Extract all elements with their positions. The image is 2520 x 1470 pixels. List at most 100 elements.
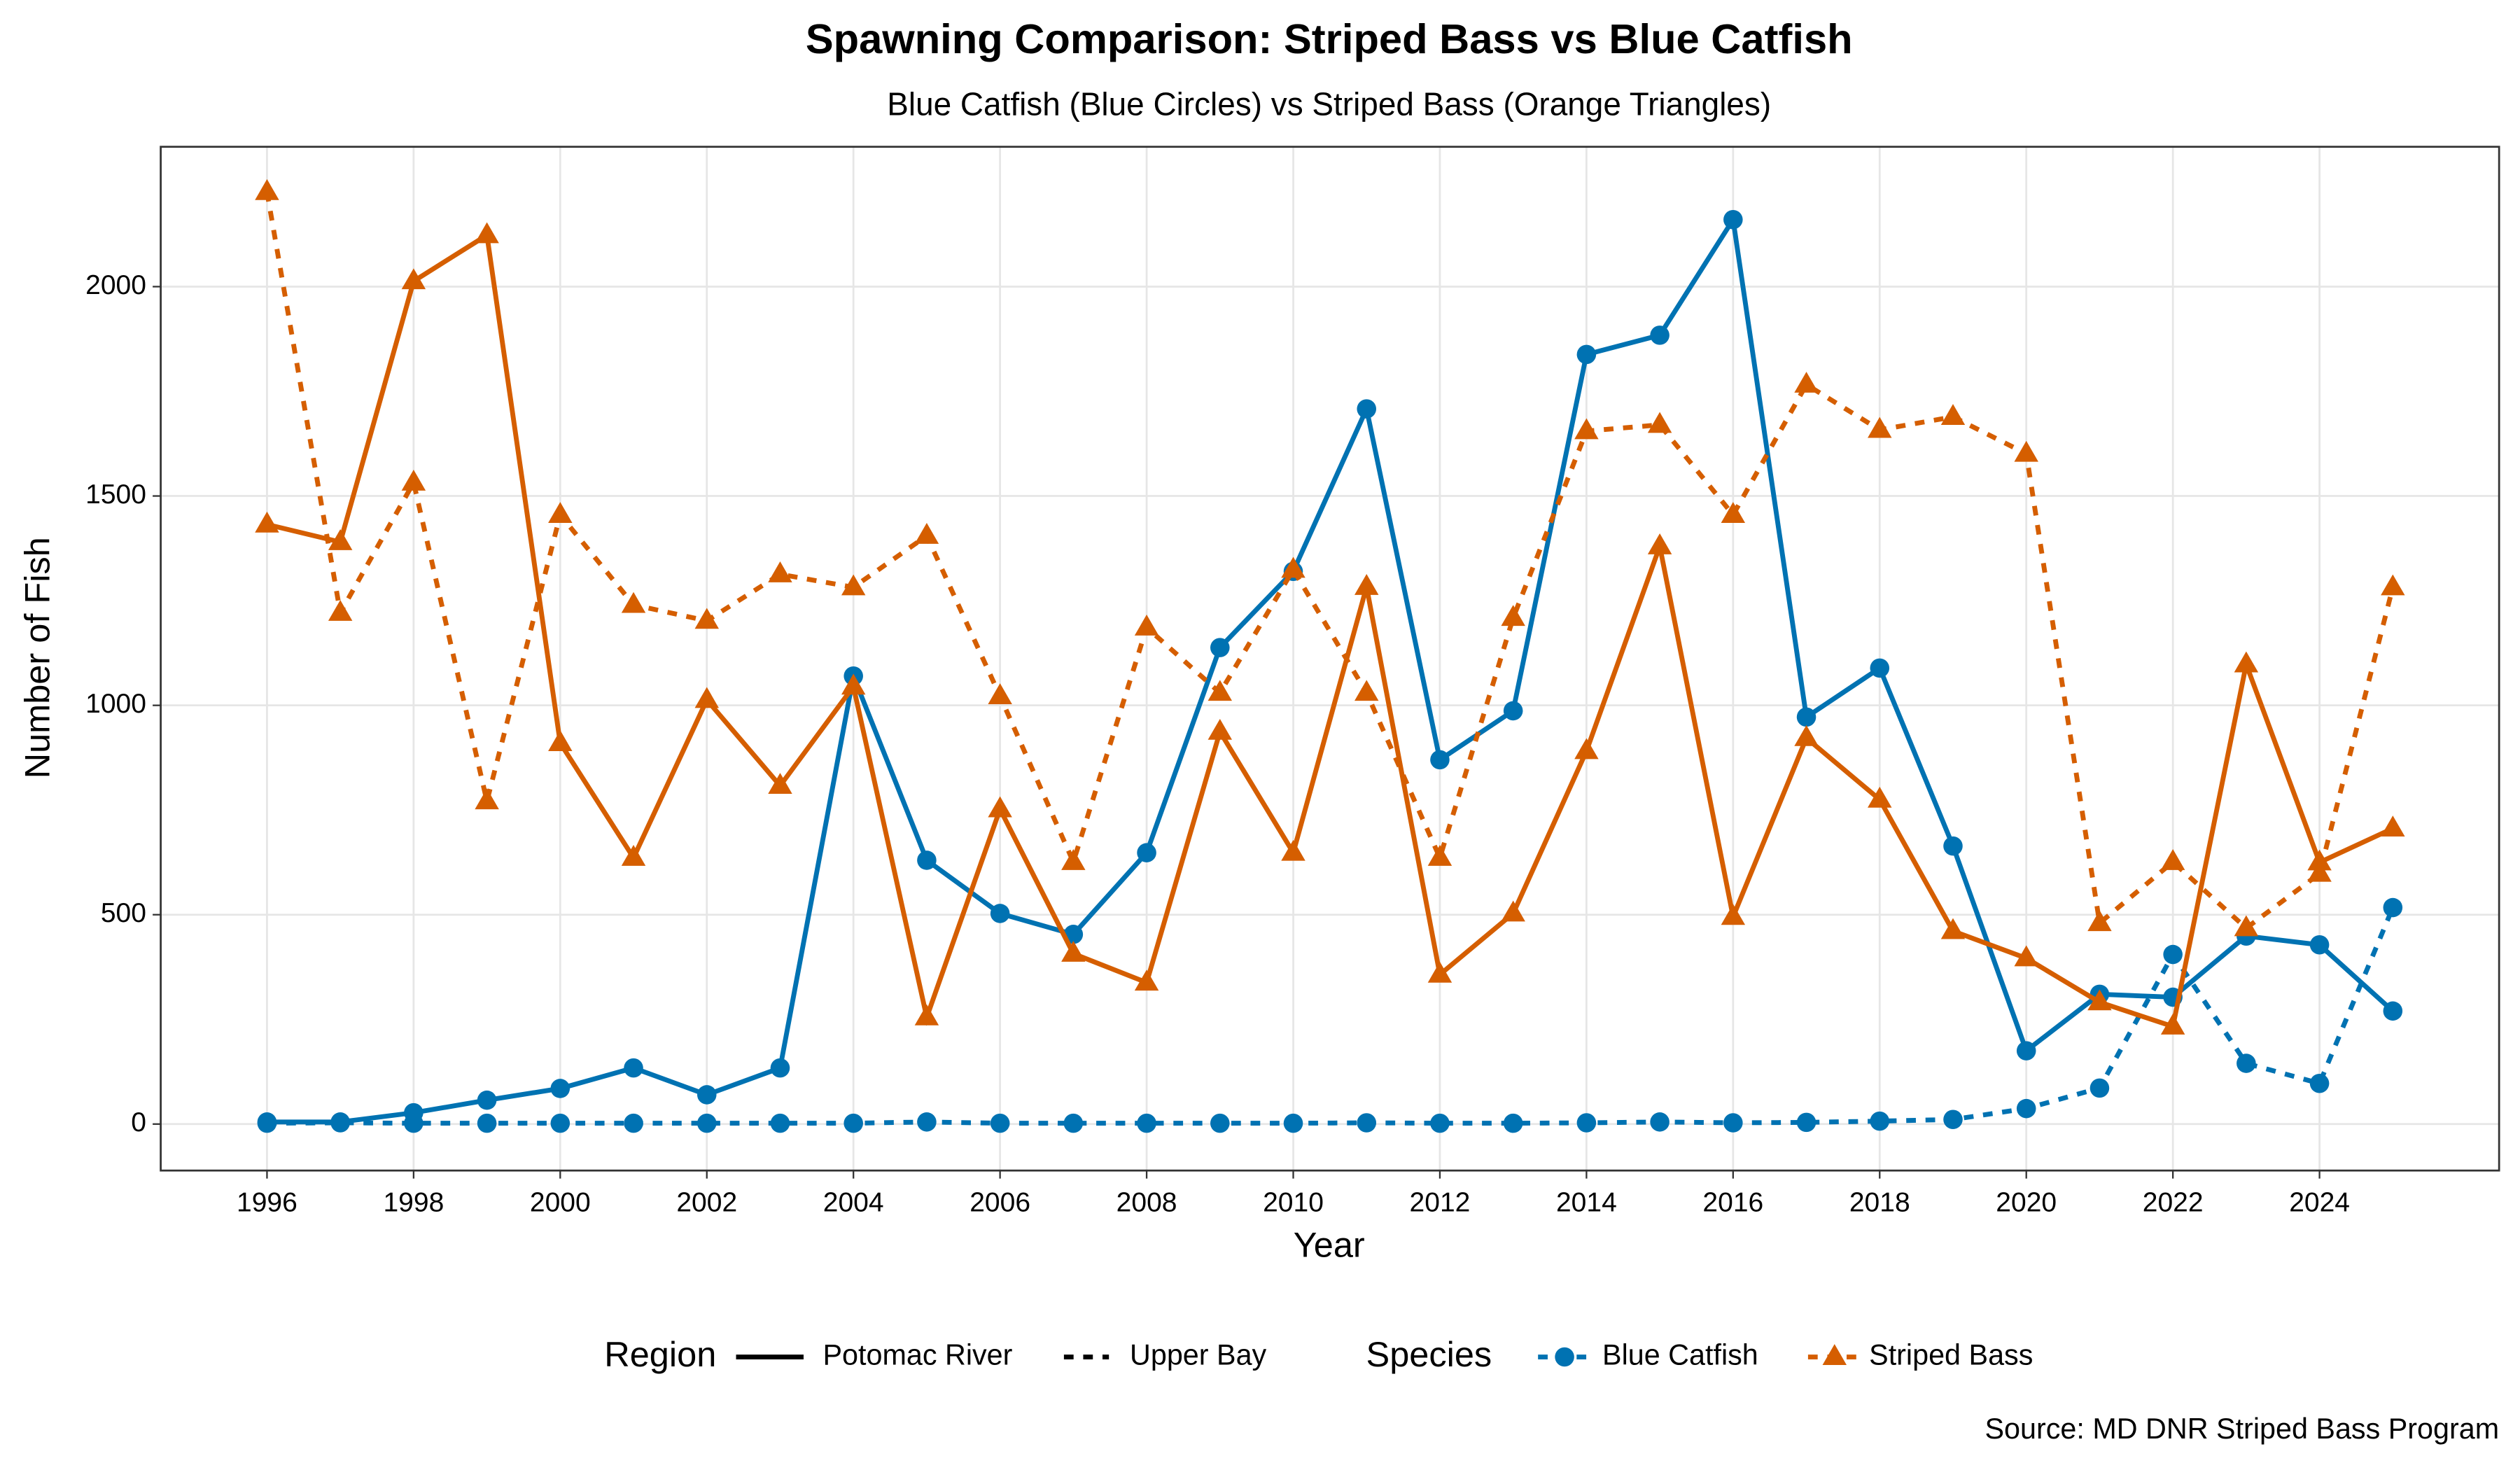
y-tick-label: 1000 bbox=[85, 689, 146, 719]
marker bbox=[1576, 1113, 1597, 1133]
marker bbox=[2383, 1001, 2403, 1021]
marker bbox=[1427, 845, 1452, 866]
marker bbox=[2016, 1098, 2036, 1119]
marker bbox=[2234, 915, 2259, 937]
marker bbox=[2090, 1078, 2110, 1098]
marker bbox=[2014, 440, 2038, 462]
marker bbox=[624, 1058, 643, 1078]
marker bbox=[1574, 738, 1599, 760]
marker bbox=[1281, 556, 1306, 578]
x-tick-label: 2008 bbox=[1116, 1188, 1177, 1218]
marker bbox=[1503, 701, 1523, 721]
marker bbox=[988, 683, 1012, 704]
marker bbox=[475, 788, 499, 810]
marker bbox=[2160, 848, 2185, 870]
marker bbox=[1137, 1113, 1156, 1133]
marker bbox=[1868, 416, 1892, 438]
marker bbox=[770, 1113, 790, 1133]
marker bbox=[1430, 750, 1450, 770]
legend-title: Species bbox=[1366, 1334, 1492, 1374]
marker bbox=[1647, 412, 1672, 433]
marker bbox=[257, 1113, 277, 1133]
series-line bbox=[266, 231, 2394, 1030]
marker bbox=[694, 608, 719, 629]
marker bbox=[1061, 848, 1086, 870]
marker bbox=[1210, 1113, 1230, 1133]
marker bbox=[1794, 724, 1819, 746]
x-tick-label: 2024 bbox=[2289, 1188, 2350, 1218]
marker bbox=[255, 178, 279, 200]
marker bbox=[404, 1113, 424, 1133]
marker bbox=[1281, 839, 1306, 861]
series-line bbox=[267, 906, 2395, 1126]
marker bbox=[1208, 680, 1233, 701]
marker bbox=[1650, 326, 1670, 345]
marker bbox=[1940, 404, 1966, 425]
marker bbox=[401, 268, 426, 290]
legend-marker bbox=[1555, 1347, 1574, 1367]
marker bbox=[1868, 786, 1892, 808]
x-tick-label: 2022 bbox=[2143, 1188, 2204, 1218]
x-tick-label: 2012 bbox=[1410, 1188, 1471, 1218]
marker bbox=[2307, 849, 2332, 871]
legend-marker bbox=[1822, 1344, 1847, 1365]
marker bbox=[1134, 969, 1159, 991]
marker bbox=[1796, 1112, 1816, 1133]
x-axis-label: Year bbox=[1294, 1225, 1365, 1265]
marker bbox=[696, 1113, 717, 1133]
y-tick-label: 500 bbox=[101, 898, 146, 928]
marker bbox=[548, 730, 573, 751]
marker bbox=[1501, 900, 1525, 922]
marker bbox=[1427, 961, 1452, 983]
marker bbox=[1794, 372, 1819, 393]
legend-label: Striped Bass bbox=[1869, 1338, 2033, 1371]
marker bbox=[1137, 843, 1156, 862]
x-tick-label: 2018 bbox=[1849, 1188, 1910, 1218]
marker bbox=[768, 561, 792, 582]
marker bbox=[1723, 209, 1743, 230]
marker bbox=[1134, 615, 1159, 636]
marker bbox=[1576, 344, 1597, 365]
marker bbox=[1943, 836, 1963, 856]
x-tick-label: 2010 bbox=[1263, 1188, 1324, 1218]
marker bbox=[1940, 918, 1966, 939]
marker bbox=[1208, 718, 1233, 740]
y-tick-label: 0 bbox=[131, 1107, 146, 1138]
marker bbox=[1647, 533, 1672, 554]
marker bbox=[1796, 707, 1816, 727]
marker bbox=[1357, 1113, 1377, 1133]
marker bbox=[624, 1113, 643, 1133]
marker bbox=[477, 1113, 497, 1133]
marker bbox=[1870, 1111, 1890, 1131]
marker bbox=[328, 528, 353, 550]
marker bbox=[2016, 1041, 2036, 1060]
y-axis-label: Number of Fish bbox=[18, 537, 57, 778]
y-tick-label: 2000 bbox=[85, 270, 146, 300]
marker bbox=[990, 1113, 1010, 1133]
marker bbox=[2383, 897, 2403, 918]
x-tick-label: 2020 bbox=[1996, 1188, 2057, 1218]
marker bbox=[475, 222, 499, 244]
marker bbox=[401, 470, 426, 491]
x-tick-label: 2016 bbox=[1702, 1188, 1763, 1218]
marker bbox=[768, 773, 792, 794]
marker bbox=[1574, 418, 1599, 440]
series-line bbox=[267, 213, 2395, 1125]
marker bbox=[844, 1113, 863, 1133]
marker bbox=[2309, 1074, 2330, 1093]
marker bbox=[2307, 860, 2332, 882]
marker bbox=[914, 1004, 939, 1026]
marker bbox=[2236, 1054, 2256, 1073]
marker bbox=[1357, 399, 1377, 419]
x-tick-label: 2004 bbox=[823, 1188, 884, 1218]
marker bbox=[841, 574, 866, 596]
x-tick-label: 2000 bbox=[530, 1188, 591, 1218]
legend-label: Blue Catfish bbox=[1602, 1338, 1758, 1371]
marker bbox=[2309, 935, 2330, 955]
marker bbox=[477, 1090, 497, 1110]
legend-label: Upper Bay bbox=[1130, 1338, 1267, 1371]
marker bbox=[988, 796, 1012, 818]
marker bbox=[621, 592, 646, 613]
chart-title: Spawning Comparison: Striped Bass vs Blu… bbox=[806, 15, 1853, 62]
marker bbox=[917, 1112, 937, 1132]
